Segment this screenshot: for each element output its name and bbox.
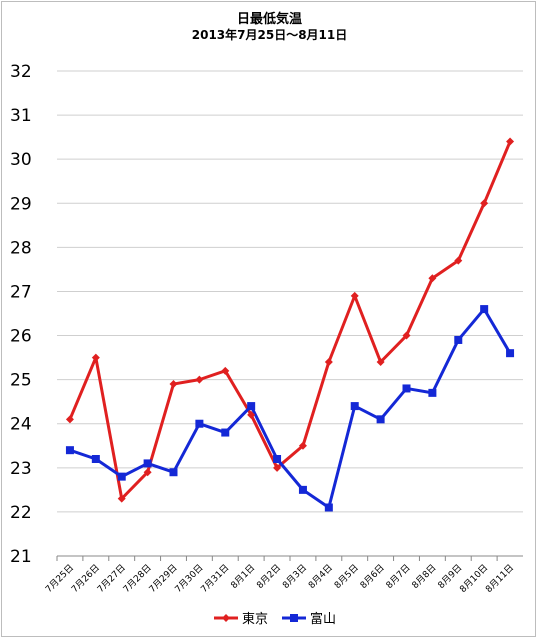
y-tick-label: 25 [10, 371, 32, 391]
series-line-東京 [68, 140, 512, 501]
x-tick-label: 8月8日 [410, 562, 439, 591]
data-point [195, 419, 204, 428]
data-point [454, 256, 463, 265]
y-tick-label: 27 [10, 282, 32, 302]
x-tick-label: 8月6日 [358, 562, 387, 591]
y-tick-label: 24 [10, 415, 32, 435]
y-tick-label: 31 [10, 106, 32, 126]
y-tick-label: 30 [10, 150, 32, 170]
data-point [350, 402, 359, 411]
chart-subtitle: 2013年7月25日〜8月11日 [191, 28, 348, 42]
legend-marker [222, 614, 230, 622]
series-lines [68, 140, 512, 509]
y-tick-label: 29 [10, 194, 32, 214]
data-point [480, 199, 489, 208]
legend-marker [290, 614, 298, 622]
data-point [221, 428, 230, 437]
data-point [376, 415, 385, 424]
x-tick-label: 8月11日 [484, 562, 517, 595]
x-tick-label: 8月2日 [255, 562, 284, 591]
data-point [350, 291, 359, 300]
data-point [324, 503, 333, 512]
data-point [428, 388, 437, 397]
data-point [273, 455, 282, 463]
data-point [169, 380, 178, 389]
x-tick-label: 8月5日 [332, 562, 361, 591]
data-point [247, 410, 256, 419]
legend-label: 東京 [242, 611, 268, 627]
data-point [117, 472, 126, 481]
data-point [117, 494, 126, 503]
x-tick-label: 8月4日 [306, 562, 335, 591]
data-point [143, 459, 152, 468]
data-point [247, 402, 256, 411]
data-point [273, 463, 282, 472]
series-line-富山 [69, 307, 512, 509]
data-point [402, 331, 411, 340]
data-point [428, 274, 437, 283]
data-point [506, 137, 515, 146]
x-tick-label: 7月31日 [199, 562, 232, 595]
data-point [506, 349, 515, 358]
y-tick-label: 32 [10, 62, 32, 82]
x-tick-label: 8月3日 [280, 562, 309, 591]
y-tick-label: 26 [10, 327, 32, 347]
data-point [195, 375, 204, 384]
series-markers [65, 137, 515, 512]
y-tick-label: 28 [10, 238, 32, 258]
legend-label: 富山 [310, 611, 336, 627]
data-point [91, 353, 100, 362]
x-tick-label: 8月7日 [384, 562, 413, 591]
data-point [480, 305, 489, 314]
data-point [221, 366, 230, 375]
gridlines [57, 70, 523, 557]
x-tick-label: 8月1日 [229, 562, 258, 591]
data-point [65, 446, 74, 455]
y-tick-label: 23 [10, 459, 32, 479]
data-point [454, 335, 463, 344]
legend: 東京 富山 [214, 611, 336, 627]
x-axis-ticks: 7月25日7月26日7月27日7月28日7月29日7月30日7月31日8月1日8… [43, 556, 516, 595]
data-point [169, 468, 178, 477]
data-point [143, 468, 152, 477]
data-point [298, 441, 307, 450]
data-point [65, 415, 74, 424]
y-tick-label: 21 [10, 547, 32, 567]
y-axis-ticks: 21 22 23 24 25 26 27 28 29 30 31 32 [10, 62, 32, 567]
data-point [402, 384, 411, 393]
chart-title: 日最低気温 [236, 12, 302, 27]
data-point [324, 358, 333, 366]
data-point [298, 485, 307, 494]
y-tick-label: 22 [10, 503, 32, 523]
data-point [376, 358, 385, 366]
data-point [91, 455, 100, 463]
